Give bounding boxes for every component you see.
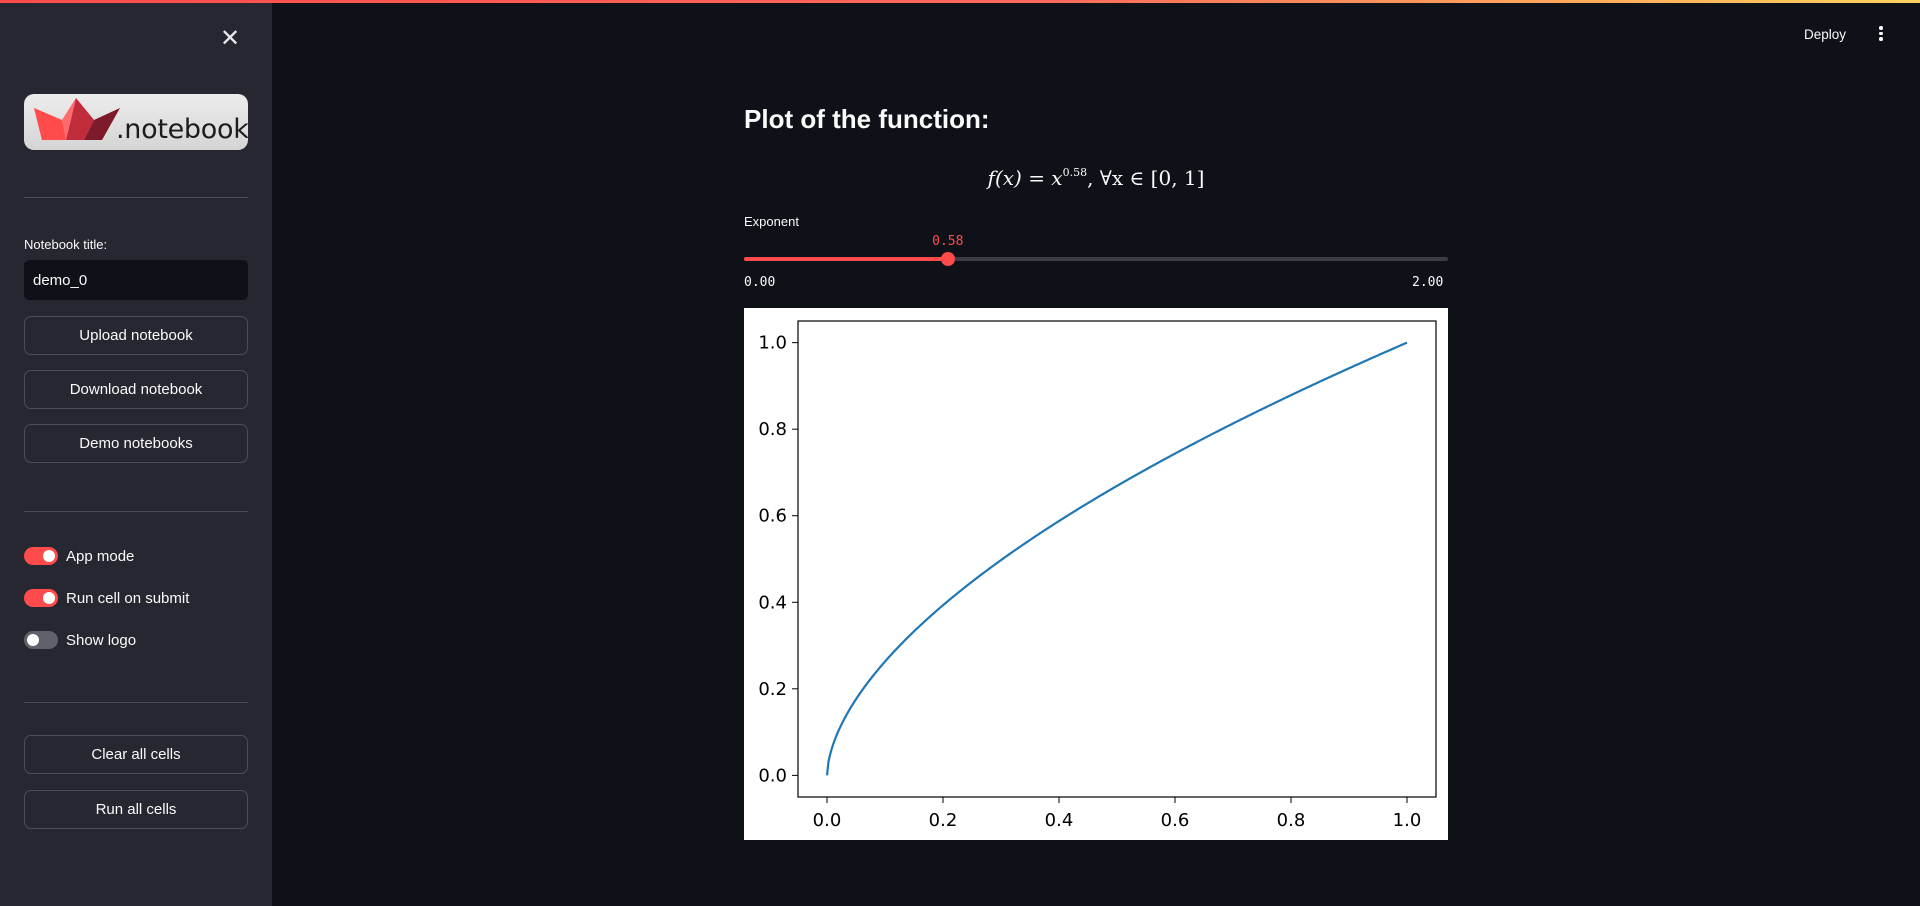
slider-thumb[interactable] — [941, 252, 956, 266]
toggle-label: Show logo — [66, 631, 137, 649]
notebook-title-label: Notebook title: — [24, 237, 108, 252]
page-title: Plot of the function: — [744, 104, 990, 134]
slider-max-label: 2.00 — [1412, 275, 1444, 290]
close-sidebar-icon[interactable]: ✕ — [219, 25, 241, 52]
download-notebook-button[interactable]: Download notebook — [24, 370, 248, 409]
upload-notebook-button[interactable]: Upload notebook — [24, 316, 248, 355]
toggle-switch[interactable] — [24, 631, 58, 649]
crown-logo-icon — [34, 98, 120, 140]
exponent-slider[interactable] — [744, 252, 1448, 266]
show-logo-toggle[interactable]: Show logo — [24, 628, 136, 652]
slider-min-label: 0.00 — [744, 275, 776, 290]
demo-notebooks-button[interactable]: Demo notebooks — [24, 424, 248, 463]
run-cell-on-submit-toggle[interactable]: Run cell on submit — [24, 586, 189, 610]
x-tick-label: 0.8 — [1277, 810, 1306, 831]
toggle-label: App mode — [66, 547, 135, 565]
formula-exponent: 0.58 — [1062, 166, 1088, 179]
formula-rhs: , ∀x ∈ [0, 1] — [1087, 166, 1205, 190]
sidebar: ✕ .notebook Notebook title: Upload noteb… — [0, 3, 272, 906]
function-plot: 0.0 0.2 0.4 0.6 0.8 1.0 0.0 0.2 0.4 0.6 0.8 1.0 — [744, 308, 1448, 840]
plot-axes-frame — [797, 320, 1437, 798]
x-tick-label: 0.2 — [929, 810, 958, 831]
plot-svg: 0.0 0.2 0.4 0.6 0.8 1.0 0.0 0.2 0.4 0.6 0.8 1.0 — [758, 320, 1437, 831]
sidebar-divider — [24, 197, 248, 198]
sidebar-divider — [24, 511, 248, 512]
run-all-cells-button[interactable]: Run all cells — [24, 790, 248, 829]
y-tick-label: 0.2 — [758, 679, 787, 700]
top-decoration-bar — [0, 0, 1920, 3]
main-menu-icon[interactable] — [1876, 24, 1886, 46]
notebook-title-input[interactable] — [24, 260, 248, 300]
y-tick-label: 1.0 — [758, 333, 787, 354]
deploy-button[interactable]: Deploy — [1804, 27, 1847, 42]
y-tick-label: 0.0 — [758, 765, 787, 786]
function-formula: f(x) = x0.58, ∀x ∈ [0, 1] — [744, 166, 1448, 190]
toggle-switch[interactable] — [24, 589, 58, 607]
slider-fill — [744, 257, 949, 261]
formula-lhs: f(x) = x — [987, 166, 1063, 190]
y-tick-label: 0.6 — [758, 506, 787, 527]
app-logo: .notebook — [24, 94, 248, 150]
y-tick-label: 0.4 — [758, 592, 787, 613]
slider-current-value: 0.58 — [932, 234, 964, 249]
exponent-slider-label: Exponent — [744, 214, 799, 229]
toggle-label: Run cell on submit — [66, 589, 190, 607]
x-tick-label: 0.6 — [1161, 810, 1190, 831]
y-tick-label: 0.8 — [758, 419, 787, 440]
toggle-switch[interactable] — [24, 547, 58, 565]
logo-text: .notebook — [116, 114, 248, 145]
clear-all-cells-button[interactable]: Clear all cells — [24, 735, 248, 774]
series-line — [825, 341, 1408, 776]
sidebar-divider — [24, 702, 248, 703]
x-tick-label: 0.0 — [813, 810, 842, 831]
x-tick-label: 1.0 — [1393, 810, 1422, 831]
app-mode-toggle[interactable]: App mode — [24, 544, 134, 568]
x-tick-label: 0.4 — [1045, 810, 1074, 831]
